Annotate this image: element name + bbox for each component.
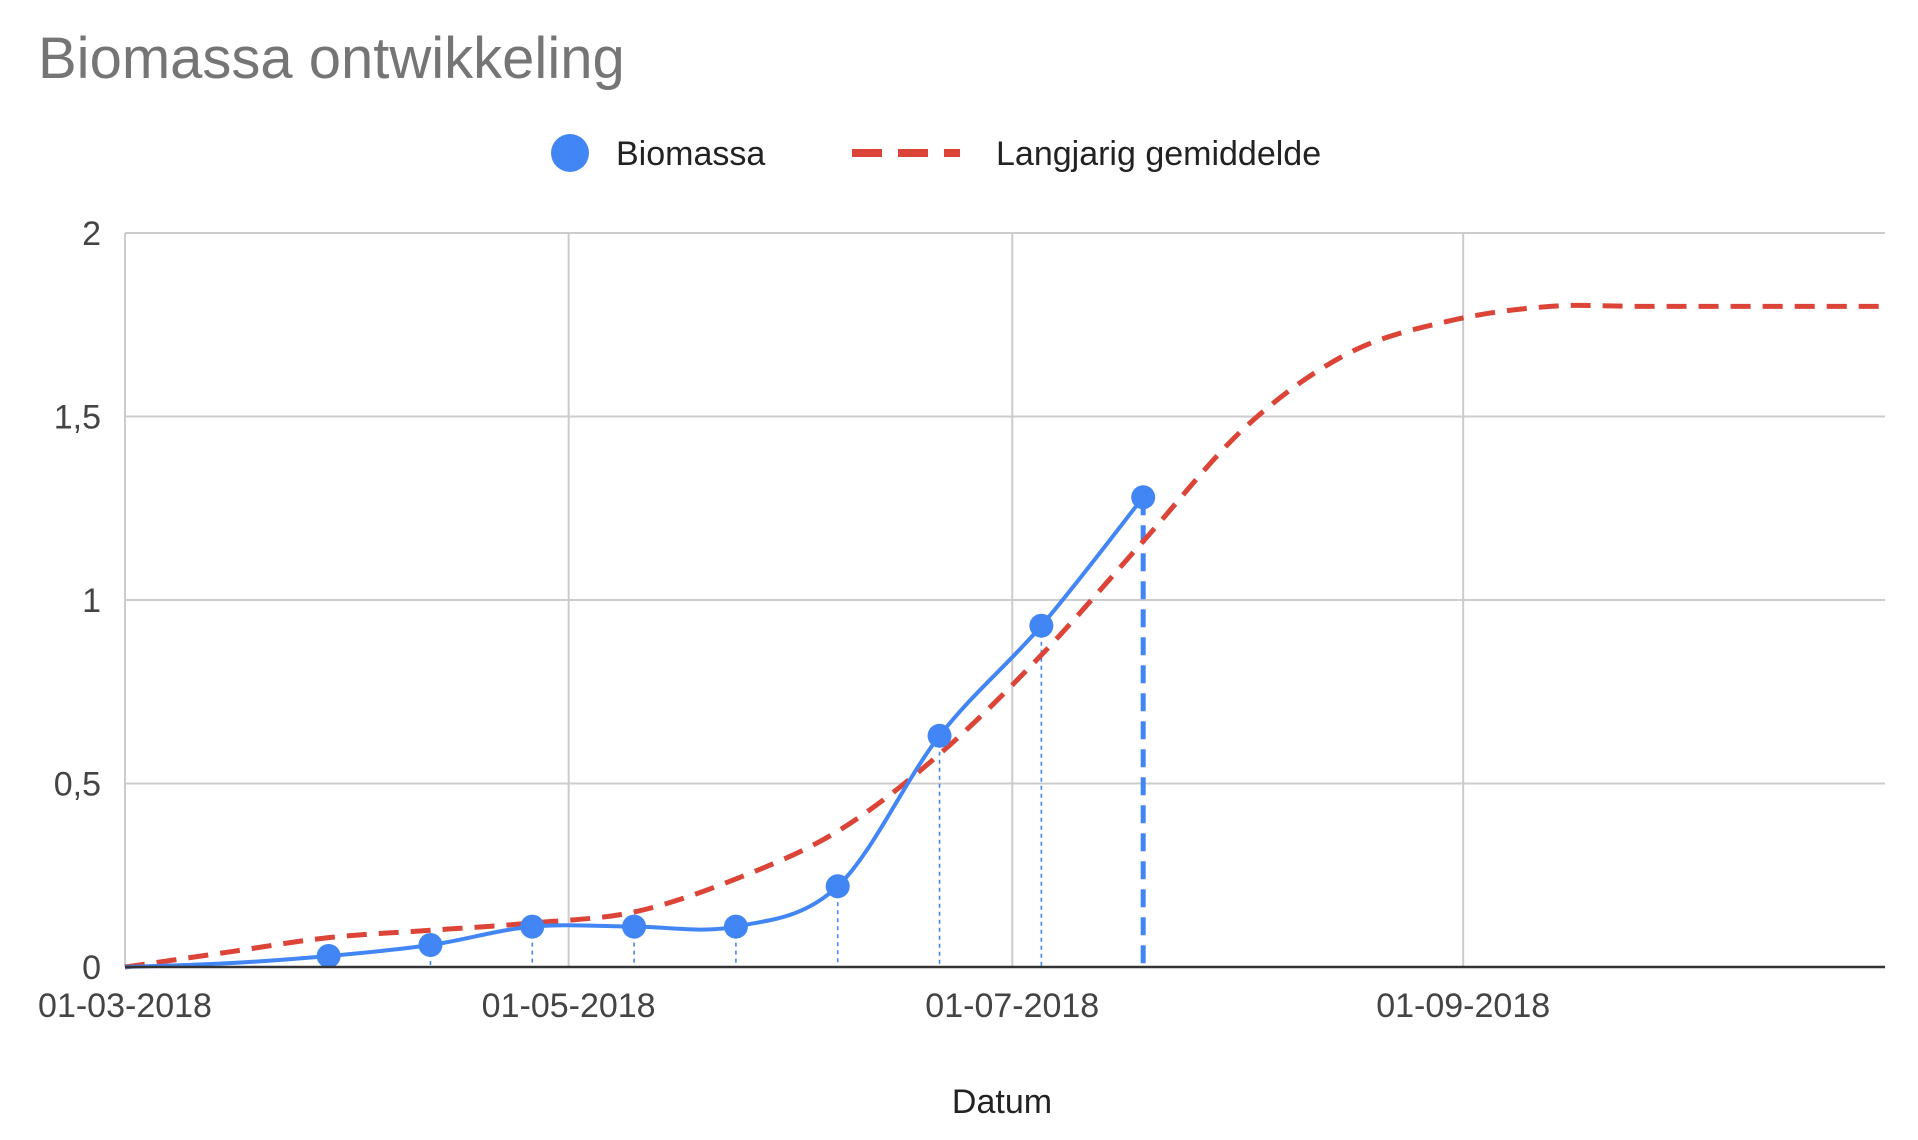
data-point [927,723,952,748]
series-lines [124,302,1885,970]
x-tick-label: 01-05-2018 [482,987,656,1025]
series-line-langjarig-gemiddelde [124,302,1885,970]
x-tick-label: 01-07-2018 [925,987,1099,1025]
y-tick-label: 1 [82,582,101,620]
chart-title: Biomassa ontwikkeling [38,26,625,91]
axes: 0 0,5 1 1,5 2 01-03-2018 01-05-2018 01-07-2018 0… [38,215,1885,1025]
data-point [723,914,748,939]
data-point [1029,613,1054,638]
data-point [316,943,341,968]
y-tick-label: 2 [82,215,101,253]
data-markers [316,485,1156,968]
series-line-biomassa [124,495,1145,969]
gridlines [124,232,1885,967]
data-point [520,914,545,939]
drop-lines [429,497,1146,967]
data-point [1131,485,1156,510]
data-point [418,932,443,957]
data-point [622,914,647,939]
x-tick-label: 01-09-2018 [1376,987,1550,1025]
y-tick-label: 1,5 [54,399,101,437]
y-tick-label: 0,5 [54,766,101,804]
x-axis-title: Datum [952,1083,1052,1121]
x-tick-label: 01-03-2018 [38,987,212,1025]
y-tick-label: 0 [82,949,101,987]
legend-label-langjarig-gemiddelde: Langjarig gemiddelde [996,135,1321,173]
data-point [825,874,850,899]
legend-marker-biomassa [551,134,589,172]
legend-label-biomassa: Biomassa [616,135,765,173]
legend: Biomassa Langjarig gemiddelde [551,134,1321,173]
